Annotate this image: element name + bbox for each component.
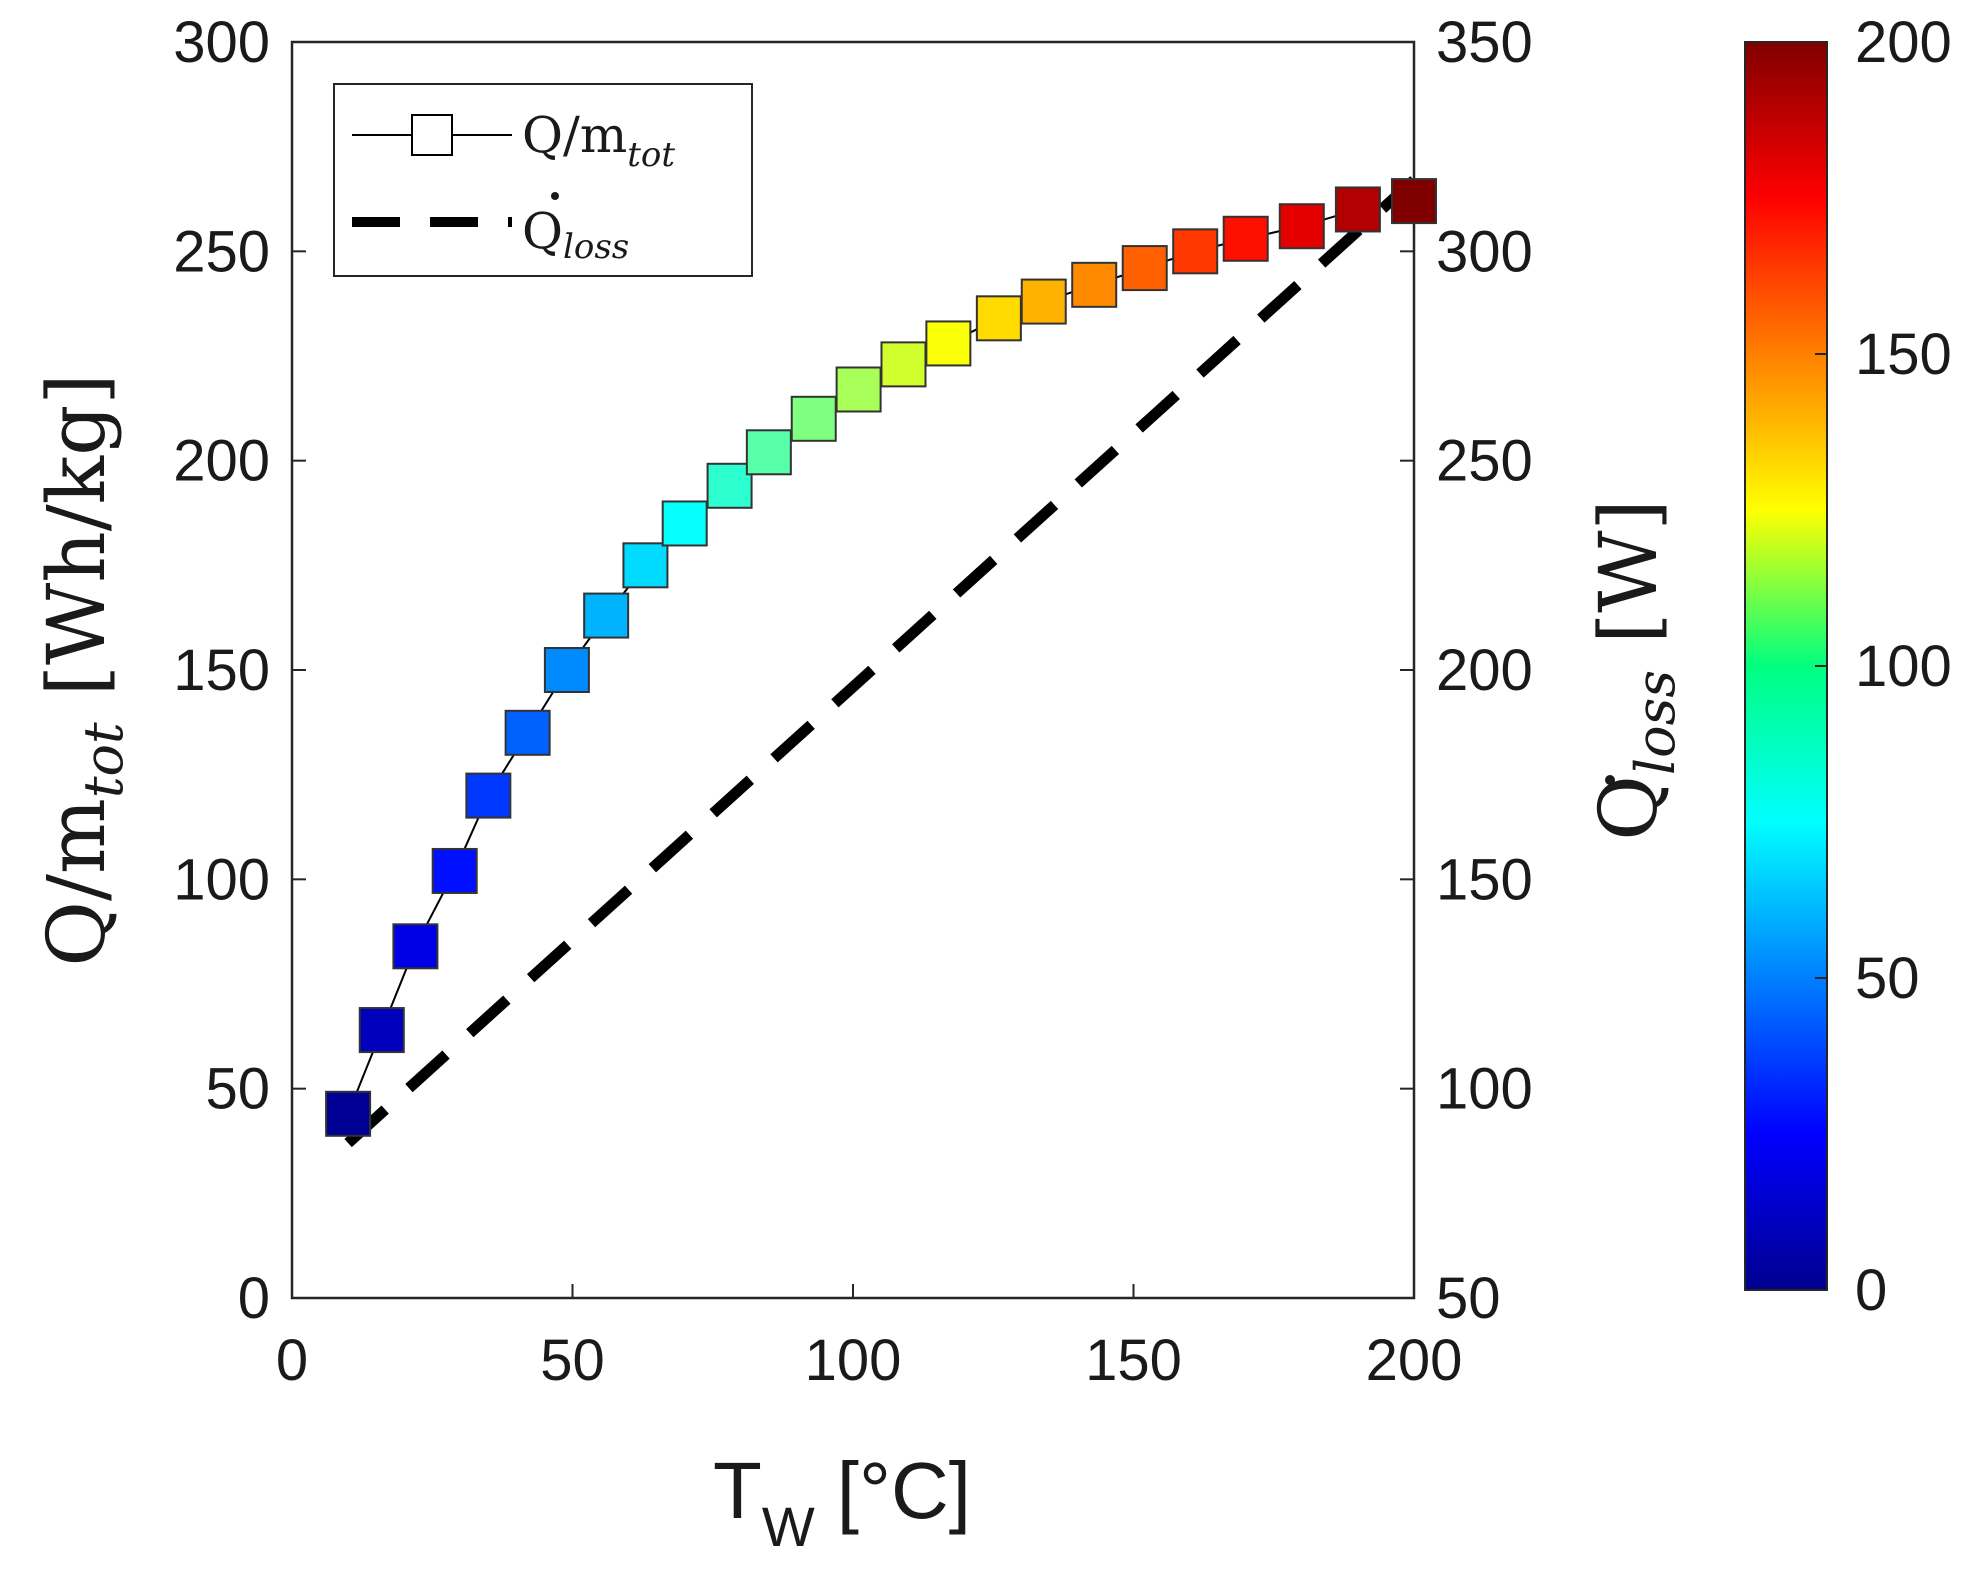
legend-dot-accent [551,192,559,200]
series-q-mtot-marker [431,847,478,894]
x-tick-label: 0 [276,1328,308,1393]
colorbar-ticks: 0 50 100 150 200 [1815,10,1952,1323]
colorbar: 0 50 100 150 200 [1744,10,1952,1323]
series-q-mtot-marker [1020,278,1067,325]
series-q-mtot-marker [583,592,630,639]
colorbar-tick-label: 150 [1855,322,1952,387]
legend-square-marker [411,114,453,156]
series-q-mtot-marker [880,341,927,388]
series-q-mtot-marker [975,295,1022,342]
x-tick-label: 200 [1366,1328,1463,1393]
series-q-mtot-marker [543,647,590,693]
y-right-tick-label: 100 [1436,1057,1533,1122]
y-axis-right: 50 100 150 200 250 300 350 [1400,10,1533,1331]
y-left-tick-label: 300 [173,10,270,75]
series-q-mtot-marker [392,923,439,970]
x-axis: 0 50 100 150 200 [276,1284,1463,1393]
series-q-mtot-marker [325,1090,372,1137]
y-right-tick-label: 250 [1436,429,1533,494]
y-right-tick-label: 350 [1436,10,1533,75]
colorbar-tick-label: 50 [1855,946,1920,1011]
series-q-loss-line [344,176,1418,1148]
legend-label-q-loss: Qloss [522,202,629,267]
series-q-mtot-marker [661,500,708,547]
y-left-tick-label: 250 [173,219,270,284]
series-q-mtot-marker [790,395,837,442]
x-tick-label: 50 [540,1328,605,1393]
y-axis-left-label: Q/mtot[Wh/kg] [30,373,135,966]
series-q-mtot-marker [358,1007,405,1054]
y-left-tick-label: 100 [173,847,270,912]
series-q-mtot-marker [1334,186,1381,233]
y-left-tick-label: 50 [205,1057,270,1122]
y-left-tick-label: 0 [238,1266,270,1331]
series-q-mtot-marker [745,429,792,476]
y-axis-right-label: Qloss[W] [1582,499,1687,840]
colorbar-bar [1744,41,1828,1291]
y-axis-left: 0 50 100 150 200 250 300 [173,10,306,1331]
x-tick-label: 100 [805,1328,902,1393]
series-q-mtot-marker [1278,203,1325,250]
y-right-tick-label: 200 [1436,638,1533,703]
series-q-mtot-marker [1222,215,1269,262]
y-axis-right-label-dot [1605,775,1615,785]
x-tick-label: 150 [1085,1328,1182,1393]
legend-box [333,83,753,277]
x-axis-label: TW [°C] [713,1446,971,1558]
colorbar-tick-label: 0 [1855,1258,1887,1323]
legend-label-q-mtot: Q/mtot [522,106,675,175]
y-right-tick-label: 50 [1436,1266,1501,1331]
series-q-mtot-marker [1391,178,1437,225]
series-layer [325,176,1437,1148]
series-q-mtot-marker [835,366,882,413]
series-q-mtot-marker [622,542,669,589]
y-right-tick-label: 300 [1436,219,1533,284]
series-q-mtot-marker [1121,245,1168,292]
y-right-tick-label: 150 [1436,847,1533,912]
series-q-mtot-marker [465,772,512,819]
series-q-mtot-marker [706,462,753,509]
legend: Q/mtot Qloss [333,83,753,277]
series-q-mtot-marker [925,320,972,367]
y-left-tick-label: 200 [173,429,270,494]
series-q-mtot-marker [1172,228,1219,275]
colorbar-tick-label: 200 [1855,10,1952,75]
colorbar-tick-label: 100 [1855,634,1952,699]
series-q-mtot-marker [504,709,551,756]
y-left-tick-label: 150 [173,638,270,703]
series-q-mtot-marker [1071,261,1118,308]
